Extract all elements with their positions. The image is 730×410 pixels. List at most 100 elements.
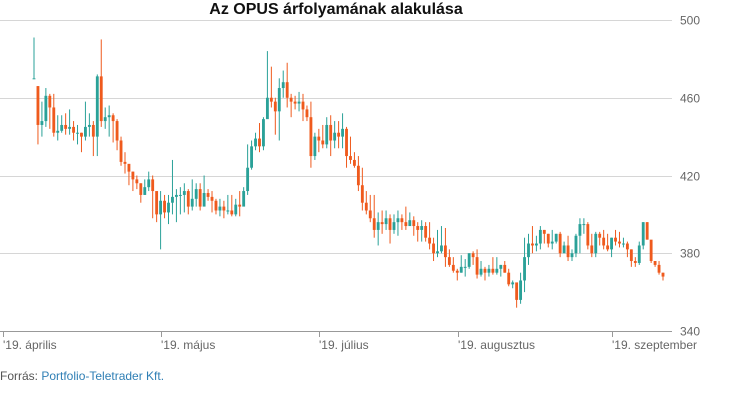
candle-body-down — [111, 115, 115, 122]
candle-body-up — [637, 245, 641, 263]
source-prefix: Forrás: — [0, 369, 42, 383]
candle-body-up — [499, 264, 503, 269]
candle-body-down — [400, 218, 404, 223]
candle-body-down — [542, 229, 546, 234]
candle-body-up — [56, 130, 60, 133]
candle-body-up — [341, 128, 344, 137]
candle-body-down — [590, 245, 594, 254]
source-link[interactable]: Portfolio-Teletrader Kft. — [41, 369, 165, 383]
candle-body-up — [523, 257, 526, 281]
candle-body-down — [653, 261, 657, 265]
candle-body-down — [645, 222, 649, 240]
candle-body-down — [317, 136, 321, 141]
candle-body-down — [598, 233, 602, 238]
candle-body-up — [622, 243, 625, 245]
y-axis: 500 460 420 380 340 — [680, 14, 700, 339]
chart-title: Az OPUS árfolyamának alakulása — [209, 1, 463, 18]
candle-body-up — [84, 126, 87, 137]
candle-body-up — [440, 245, 443, 252]
candle-body-up — [262, 119, 265, 147]
candle-body-down — [119, 140, 123, 162]
x-tick-label: '19. augusztus — [458, 338, 535, 352]
candle-body-up — [554, 233, 558, 242]
candle-body-down — [602, 237, 606, 246]
candle-body-up — [519, 280, 523, 300]
candle-body-up — [246, 167, 250, 192]
y-tick-label: 500 — [680, 14, 700, 28]
candles — [32, 37, 665, 308]
candle-body-up — [171, 196, 174, 203]
x-tick-label: '19. július — [319, 338, 369, 352]
candle-body-up — [574, 235, 578, 254]
candle-body-up — [250, 146, 254, 168]
candle-body-down — [238, 204, 242, 207]
candle-body-down — [471, 253, 475, 258]
candle-body-up — [143, 187, 147, 195]
candle-body-up — [495, 268, 499, 273]
y-tick-label: 340 — [680, 325, 700, 339]
candle-body-up — [234, 204, 238, 215]
candle-body-down — [115, 121, 119, 141]
candle-body-down — [661, 272, 665, 277]
candle-body-down — [155, 191, 159, 215]
candle-body-down — [273, 101, 277, 112]
candle-body-up — [578, 224, 582, 236]
candle-body-up — [333, 132, 337, 141]
candle-body-up — [511, 282, 515, 285]
candle-body-down — [258, 138, 261, 147]
candle-body-up — [218, 206, 222, 211]
candle-body-down — [606, 245, 610, 250]
candle-body-down — [558, 233, 562, 254]
candle-body-down — [629, 249, 633, 262]
candle-body-up — [570, 253, 574, 258]
candle-body-up — [277, 88, 281, 112]
candle-body-up — [325, 124, 329, 145]
candle-body-down — [507, 272, 511, 285]
candle-body-down — [36, 86, 40, 125]
candle-body-up — [40, 121, 44, 125]
candle-body-down — [329, 124, 333, 141]
candle-body-down — [443, 245, 447, 258]
candle-body-down — [52, 107, 56, 133]
candle-body-down — [618, 241, 621, 244]
candle-body-up — [396, 218, 400, 223]
y-tick-label: 460 — [680, 92, 700, 106]
candle-body-up — [562, 245, 566, 254]
candle-body-down — [305, 109, 309, 118]
candle-body-up — [60, 124, 64, 131]
candle-body-down — [186, 191, 190, 207]
candle-body-up — [32, 78, 36, 80]
candle-body-down — [337, 132, 341, 137]
candle-body-down — [285, 82, 289, 98]
candle-body-up — [534, 243, 538, 246]
candle-body-down — [127, 163, 131, 172]
candle-body-up — [265, 97, 269, 120]
candle-body-down — [388, 218, 392, 230]
source-note: Forrás: Portfolio-Teletrader Kft. — [0, 369, 164, 383]
candle-body-down — [123, 161, 127, 164]
candle-body-up — [95, 76, 99, 137]
candle-body-up — [194, 189, 198, 199]
x-tick-label: '19. szeptember — [612, 338, 697, 352]
candle-body-down — [546, 233, 550, 244]
candle-body-down — [198, 189, 202, 207]
candle-body-up — [202, 192, 206, 207]
candle-body-up — [550, 241, 554, 244]
candle-body-up — [159, 200, 163, 215]
candle-body-down — [531, 243, 534, 246]
candle-body-down — [210, 196, 214, 201]
candle-body-down — [64, 124, 68, 129]
candle-body-down — [566, 245, 570, 258]
candle-body-up — [459, 266, 463, 273]
candle-body-down — [99, 76, 103, 122]
candle-body-down — [503, 264, 507, 273]
candle-body-down — [309, 117, 313, 157]
candle-body-up — [254, 138, 257, 147]
candle-body-down — [625, 243, 629, 250]
candle-body-up — [226, 210, 230, 212]
candle-body-down — [515, 282, 519, 300]
candle-body-down — [455, 270, 459, 273]
candle-body-up — [174, 194, 178, 197]
candle-body-down — [614, 237, 617, 242]
candle-body-down — [404, 222, 408, 227]
